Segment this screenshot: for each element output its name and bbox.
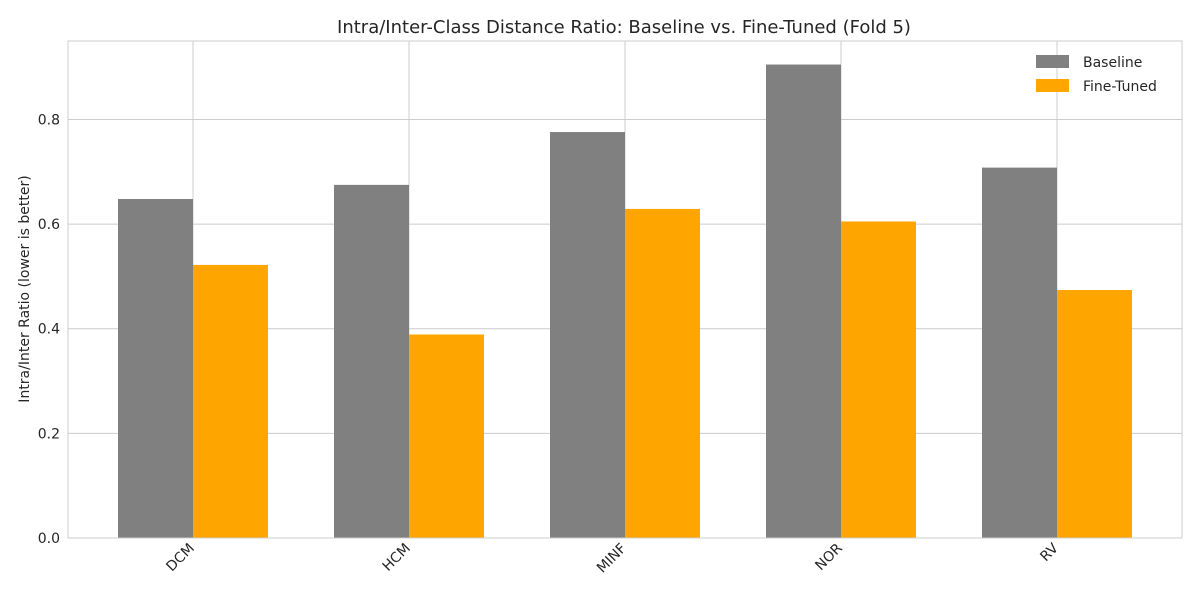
legend-swatch xyxy=(1036,55,1069,68)
bar-fine-tuned-rv xyxy=(1057,290,1132,538)
legend-label: Fine-Tuned xyxy=(1083,79,1157,95)
bar-baseline-nor xyxy=(766,64,841,538)
bar-fine-tuned-dcm xyxy=(193,264,268,538)
bar-fine-tuned-hcm xyxy=(409,334,484,538)
legend-swatch xyxy=(1036,79,1069,92)
y-tick-labels: 0.0 0.2 0.4 0.6 0.8 xyxy=(38,112,60,547)
bar-baseline-dcm xyxy=(118,198,193,538)
y-tick-label: 0.8 xyxy=(38,112,60,128)
bar-fine-tuned-minf xyxy=(625,208,700,538)
legend-label: Baseline xyxy=(1083,55,1142,71)
bar-fine-tuned-nor xyxy=(841,221,916,538)
y-tick-label: 0.6 xyxy=(38,217,60,233)
plot-frame xyxy=(67,40,1183,539)
y-tick-label: 0.0 xyxy=(38,531,60,547)
chart-title: Intra/Inter-Class Distance Ratio: Baseli… xyxy=(337,17,911,38)
bar-baseline-hcm xyxy=(334,184,409,539)
bars xyxy=(118,64,1132,539)
bar-baseline-rv xyxy=(982,167,1057,538)
y-axis-label: Intra/Inter Ratio (lower is better) xyxy=(17,175,33,402)
legend: Baseline Fine-Tuned xyxy=(1036,55,1157,95)
bar-baseline-minf xyxy=(550,132,625,538)
y-tick-label: 0.2 xyxy=(38,426,60,442)
y-tick-label: 0.4 xyxy=(38,322,60,338)
